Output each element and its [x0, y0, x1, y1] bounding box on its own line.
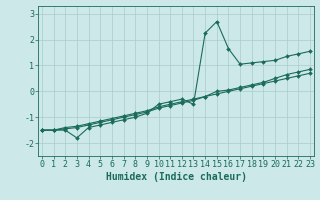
X-axis label: Humidex (Indice chaleur): Humidex (Indice chaleur) [106, 172, 246, 182]
